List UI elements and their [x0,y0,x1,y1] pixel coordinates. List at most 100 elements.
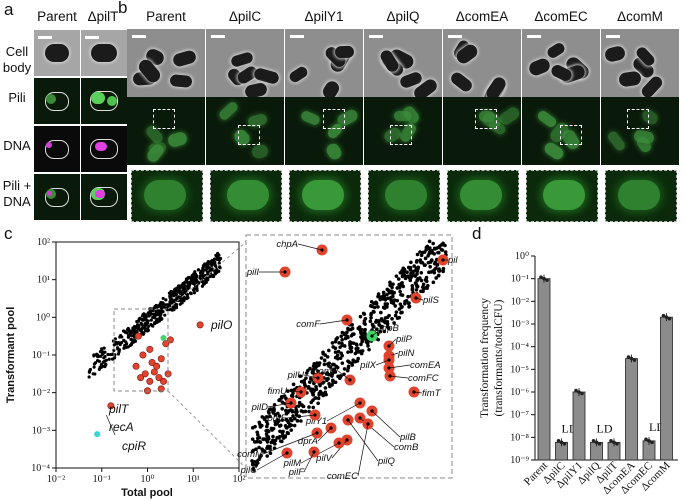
panel-d-replicate-dot [664,315,669,319]
panel-c-point [119,333,123,338]
panel-b-zoom-image [368,170,440,222]
panel-c-inset-point [386,325,390,329]
panel-c-point [183,284,187,288]
panel-b-phase-image [285,29,363,97]
panel-c-inset-point [289,393,294,398]
panel-c-inset-point [258,425,263,429]
panel-c-inset-point [368,319,373,324]
panel-c-inset-point [376,294,380,299]
panel-c-point [143,321,147,326]
panel-c-inset-point [397,285,402,290]
panel-c-point [194,279,199,283]
panel-c-inset-point [265,454,270,458]
panel-c-inset-point [377,322,381,327]
panel-c-main-label: cpiR [122,439,146,453]
panel-c-hit-point [155,374,163,382]
panel-c-inset-leader [286,390,302,393]
panel-c-hit-point [134,332,142,340]
panel-d-replicate-dot [626,355,631,359]
panel-c-point [122,346,126,350]
panel-c-inset-point [426,260,431,265]
panel-c-point [117,348,122,352]
panel-c-x-tick-label: 10¹ [187,474,200,485]
panel-c-main-label: pilO [210,318,232,332]
panel-c-point [206,276,210,280]
panel-b-col-header: ΔcomM [617,9,663,24]
panel-c-inset-point [250,426,255,430]
panel-c-inset-point [266,409,271,414]
panel-c-point [174,292,178,297]
panel-c-point [188,291,193,295]
panel-c-inset-point [262,437,266,441]
panel-b-fluor-image [601,97,679,165]
panel-c-inset-point [314,384,318,389]
panel-c-letter: c [4,224,13,243]
panel-c-x-tick-label: 10² [233,474,246,485]
panel-c-inset-leader [371,410,401,438]
panel-c-x-tick-label: 10⁻¹ [93,474,111,485]
panel-c-inset-point [379,324,384,329]
panel-c-inset-point [316,396,321,401]
panel-c-inset-point [424,286,428,290]
panel-c-inset-point [400,310,404,315]
panel-c-point [172,293,176,297]
panel-d-replicate-dot [594,440,599,445]
panel-c-inset-point [392,298,397,302]
panel-c-inset-label: comEC [327,471,358,482]
panel-c-inset-point [437,269,442,273]
panel-c-inset-point [291,382,296,387]
panel-c-point [163,313,167,317]
panel-c-inset-point [351,360,356,364]
panel-c-inset-point [259,453,263,458]
panel-c-inset-point [422,250,427,254]
panel-d-replicate-dot [644,437,648,442]
panel-c-inset-point [358,314,363,319]
panel-c-point [87,375,91,379]
panel-c-inset-point [391,301,396,306]
panel-d-replicate-dot [632,358,637,362]
panel-c-inset-leader [388,338,397,347]
panel-c-inset-point [264,429,268,433]
panel-c-inset-point [419,260,423,265]
panel-c-inset-point [333,339,338,344]
panel-c-inset-point [277,414,282,418]
panel-c-inset-point [372,325,376,329]
panel-c-point [97,367,101,371]
panel-c-inset-point [381,293,386,298]
panel-c-point [186,296,190,300]
panel-c-inset-point [439,243,444,247]
panel-c-inset-point [304,371,309,375]
panel-c-inset-point [362,312,367,316]
panel-d-y-tick-label: 10⁰ [515,251,529,262]
panel-c-inset-point [342,344,347,348]
panel-c-inset-point [428,264,432,269]
panel-c-inset-point [398,289,402,294]
panel-c-point [181,288,185,292]
panel-c-inset-point [271,426,276,431]
panel-c-inset-point [335,365,340,370]
panel-d-replicate-dot [591,439,596,443]
panel-c-point [129,337,133,341]
panel-c-inset-point [292,423,297,428]
panel-c-inset-label: dprA [298,436,318,447]
panel-c-hit-point [137,374,145,382]
panel-c-inset-point [402,269,407,274]
panel-d-bar [660,316,673,461]
panel-c-inset-point [339,334,344,339]
panel-c-inset-point [390,317,394,321]
panel-c-inset-point [299,409,304,413]
panel-d-replicate-dot [580,391,584,396]
panel-c-inset-label: pilI [246,267,260,278]
panel-c-inset-point [250,459,254,463]
panel-c-inset-point [330,341,335,345]
panel-c-cpir-point [94,431,101,438]
panel-c-inset-point [418,250,422,254]
panel-c-inset-point [340,353,344,358]
panel-c-inset-point [268,414,272,419]
panel-b-col-header: ΔpilC [228,9,262,24]
panel-c-inset-leader [375,359,390,366]
panel-c-inset-label: comB [394,442,419,453]
panel-c-inset-point [289,418,294,423]
panel-c-inset-point [278,423,283,428]
panel-c-main-label: recA [109,420,134,434]
